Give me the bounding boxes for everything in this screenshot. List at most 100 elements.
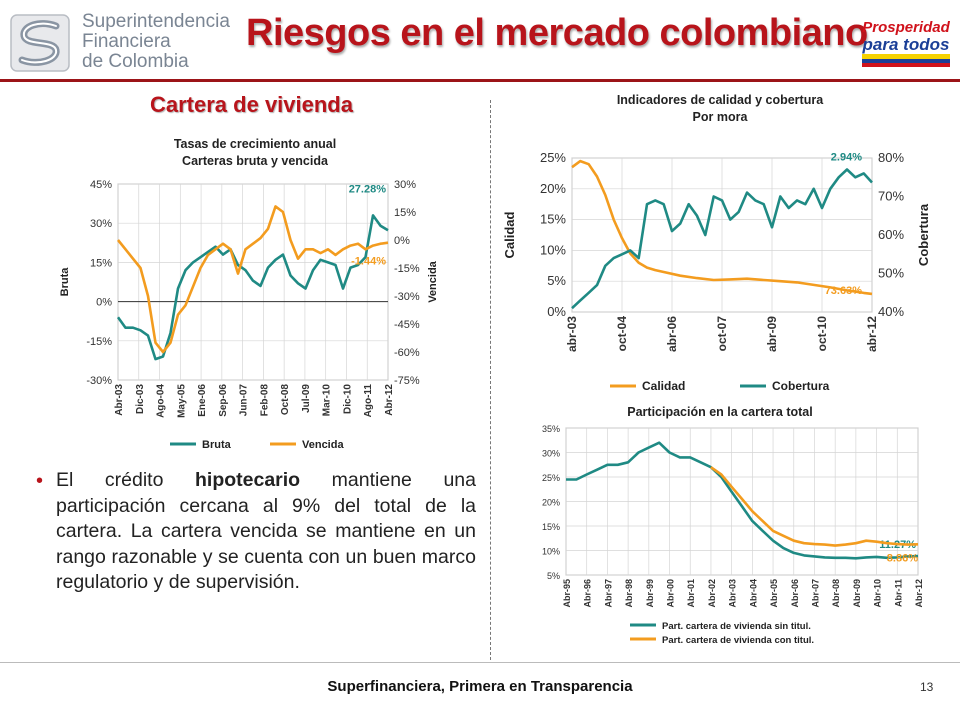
- growth-rates-chart: 45% 30% 15% 0% -15% -30% 30% 15% 0% -15% -30% -45% -…: [60, 179, 439, 451]
- bullet-marker: •: [36, 470, 44, 492]
- x-tick-label: oct-04: [615, 316, 629, 352]
- y-left-tick-label: 15%: [540, 212, 566, 227]
- x-tick-label: Ago-04: [156, 384, 167, 418]
- y-right-tick-label: 80%: [878, 150, 904, 165]
- y-left-tick-label: 5%: [547, 273, 566, 288]
- series-line-1: [571, 159, 873, 296]
- bullet-text-start: El crédito: [56, 469, 195, 491]
- y-left-tick-label: 30%: [90, 218, 112, 230]
- x-tick-label: Jun-07: [239, 384, 250, 417]
- y-right-tick-label: 30%: [394, 179, 416, 191]
- chart1-title-line-1: Tasas de crecimiento anual: [173, 137, 337, 151]
- x-tick-label: Ago-11: [363, 384, 374, 418]
- x-tick-label: Oct-08: [280, 384, 291, 416]
- series-line-2: [710, 466, 919, 547]
- y-left-tick-label: 5%: [547, 571, 560, 581]
- x-tick-label: Abr-95: [562, 579, 572, 608]
- y-right-axis-title: Cobertura: [916, 203, 931, 266]
- x-tick-label: Abr-09: [852, 579, 862, 608]
- y-left-tick-label: 0%: [96, 297, 112, 309]
- x-tick-label: Abr-12: [914, 579, 924, 608]
- page-number: 13: [920, 680, 934, 694]
- bullet-text-bold: hipotecario: [195, 469, 301, 491]
- x-tick-label: oct-07: [715, 316, 729, 352]
- y-right-tick-label: 15%: [394, 207, 416, 219]
- y-left-tick-label: 20%: [542, 498, 560, 508]
- x-tick-label: Abr-06: [790, 579, 800, 608]
- x-tick-label: Abr-05: [769, 579, 779, 608]
- y-left-tick-label: -30%: [86, 375, 112, 387]
- x-tick-label: Ene-06: [197, 384, 208, 417]
- legend-label: Part. cartera de vivienda sin titul.: [662, 621, 811, 632]
- series-line-2: [116, 205, 389, 354]
- x-tick-label: May-05: [176, 384, 187, 418]
- y-right-tick-label: -15%: [394, 263, 420, 275]
- x-tick-label: Abr-12: [384, 384, 395, 416]
- x-tick-label: Abr-03: [728, 579, 738, 608]
- data-label-end: -1.44%: [351, 256, 386, 268]
- y-right-tick-label: -30%: [394, 291, 420, 303]
- x-tick-label: abr-09: [765, 316, 779, 352]
- y-left-tick-label: 45%: [90, 179, 112, 191]
- x-tick-label: abr-03: [565, 316, 579, 352]
- chart2-title-line-1: Indicadores de calidad y cobertura: [616, 93, 824, 107]
- y-right-tick-label: 0%: [394, 235, 410, 247]
- y-left-tick-label: 25%: [542, 473, 560, 483]
- y-left-tick-label: 30%: [542, 449, 560, 459]
- y-right-tick-label: 50%: [878, 266, 904, 281]
- y-right-tick-label: -75%: [394, 375, 420, 387]
- legend-label: Cobertura: [772, 379, 830, 393]
- y-left-tick-label: 20%: [540, 181, 566, 196]
- x-tick-label: Feb-08: [259, 384, 270, 417]
- logo-text-line-3: de Colombia: [82, 51, 189, 72]
- legend-label: Vencida: [302, 439, 344, 451]
- x-tick-label: abr-12: [865, 316, 879, 352]
- y-right-tick-label: -60%: [394, 347, 420, 359]
- x-tick-label: Abr-08: [831, 579, 841, 608]
- logo-s-icon: [10, 14, 70, 72]
- series-line-1: [566, 441, 919, 560]
- y-left-tick-label: 10%: [542, 547, 560, 557]
- y-right-tick-label: -45%: [394, 319, 420, 331]
- series-line-2: [571, 168, 873, 310]
- y-right-axis-title: Vencida: [427, 260, 439, 302]
- legend-label: Part. cartera de vivienda con titul.: [662, 635, 814, 646]
- badge-line-1: Prosperidad: [862, 19, 950, 36]
- x-tick-label: Abr-01: [686, 579, 696, 608]
- x-tick-label: oct-10: [815, 316, 829, 352]
- x-tick-label: abr-06: [665, 316, 679, 352]
- chart3-title: Participación en la cartera total: [560, 404, 880, 421]
- x-tick-label: Abr-00: [666, 579, 676, 608]
- legend-label: Calidad: [642, 379, 685, 393]
- y-left-tick-label: 25%: [540, 150, 566, 165]
- data-label-end: 27.28%: [349, 183, 387, 195]
- slide-title: Riesgos en el mercado colombiano: [246, 12, 868, 54]
- x-tick-label: Sep-06: [218, 384, 229, 417]
- y-right-tick-label: 40%: [878, 304, 904, 319]
- y-left-tick-label: 0%: [547, 304, 566, 319]
- y-left-tick-label: 15%: [542, 522, 560, 532]
- logo-text-line-2: Financiera: [82, 31, 171, 52]
- bullet-paragraph: El crédito hipotecario mantiene una part…: [30, 468, 476, 596]
- prosperidad-para-todos-logo: Prosperidad para todos: [862, 19, 950, 67]
- chart1-title: Tasas de crecimiento anual Carteras brut…: [110, 136, 400, 170]
- x-tick-label: Jul-09: [301, 384, 312, 413]
- title-rule: [0, 79, 960, 82]
- chart1-title-line-2: Carteras bruta y vencida: [182, 154, 328, 168]
- y-left-tick-label: 10%: [540, 242, 566, 257]
- y-left-tick-label: -15%: [86, 336, 112, 348]
- x-tick-label: Abr-99: [645, 579, 655, 608]
- x-tick-label: Abr-97: [603, 579, 613, 608]
- series-line-1: [116, 214, 389, 361]
- superfinanciera-logo: Superintendencia Financiera de Colombia: [10, 12, 230, 74]
- y-left-tick-label: 35%: [542, 424, 560, 434]
- y-left-axis-title: Bruta: [60, 267, 71, 297]
- logo-text-line-1: Superintendencia: [82, 11, 230, 32]
- x-tick-label: Abr-07: [810, 579, 820, 608]
- bullet-text-rest: mantiene una participación cercana al 9%…: [56, 469, 476, 593]
- legend-label: Bruta: [202, 439, 232, 451]
- chart2-title-line-2: Por mora: [692, 110, 748, 124]
- x-tick-label: Mar-10: [322, 384, 333, 417]
- x-tick-label: Abr-10: [873, 579, 883, 608]
- chart3-title-line-1: Participación en la cartera total: [627, 405, 813, 419]
